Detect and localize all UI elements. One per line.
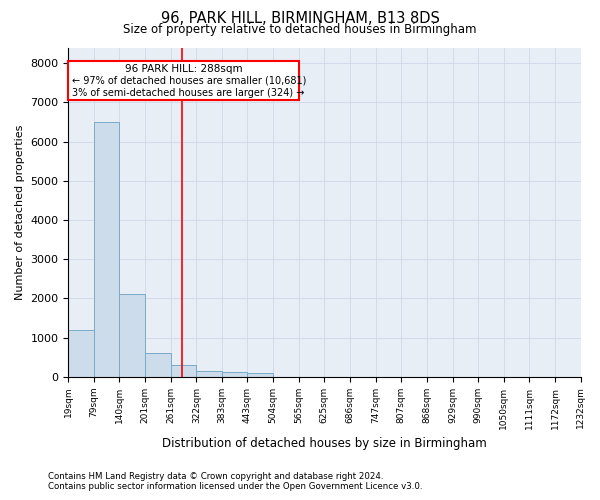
Bar — [94, 122, 119, 377]
Bar — [119, 294, 145, 377]
Text: Contains public sector information licensed under the Open Government Licence v3: Contains public sector information licen… — [48, 482, 422, 491]
Text: Size of property relative to detached houses in Birmingham: Size of property relative to detached ho… — [123, 22, 477, 36]
Text: 3% of semi-detached houses are larger (324) →: 3% of semi-detached houses are larger (3… — [72, 88, 304, 98]
Bar — [247, 374, 273, 377]
Bar — [222, 372, 247, 377]
X-axis label: Distribution of detached houses by size in Birmingham: Distribution of detached houses by size … — [162, 437, 487, 450]
Bar — [68, 61, 299, 100]
Y-axis label: Number of detached properties: Number of detached properties — [15, 124, 25, 300]
Bar — [196, 370, 222, 377]
Bar — [145, 354, 170, 377]
Bar — [170, 366, 196, 377]
Text: Contains HM Land Registry data © Crown copyright and database right 2024.: Contains HM Land Registry data © Crown c… — [48, 472, 383, 481]
Text: 96, PARK HILL, BIRMINGHAM, B13 8DS: 96, PARK HILL, BIRMINGHAM, B13 8DS — [161, 11, 439, 26]
Bar — [68, 330, 94, 377]
Text: 96 PARK HILL: 288sqm: 96 PARK HILL: 288sqm — [125, 64, 242, 74]
Text: ← 97% of detached houses are smaller (10,681): ← 97% of detached houses are smaller (10… — [72, 76, 306, 86]
